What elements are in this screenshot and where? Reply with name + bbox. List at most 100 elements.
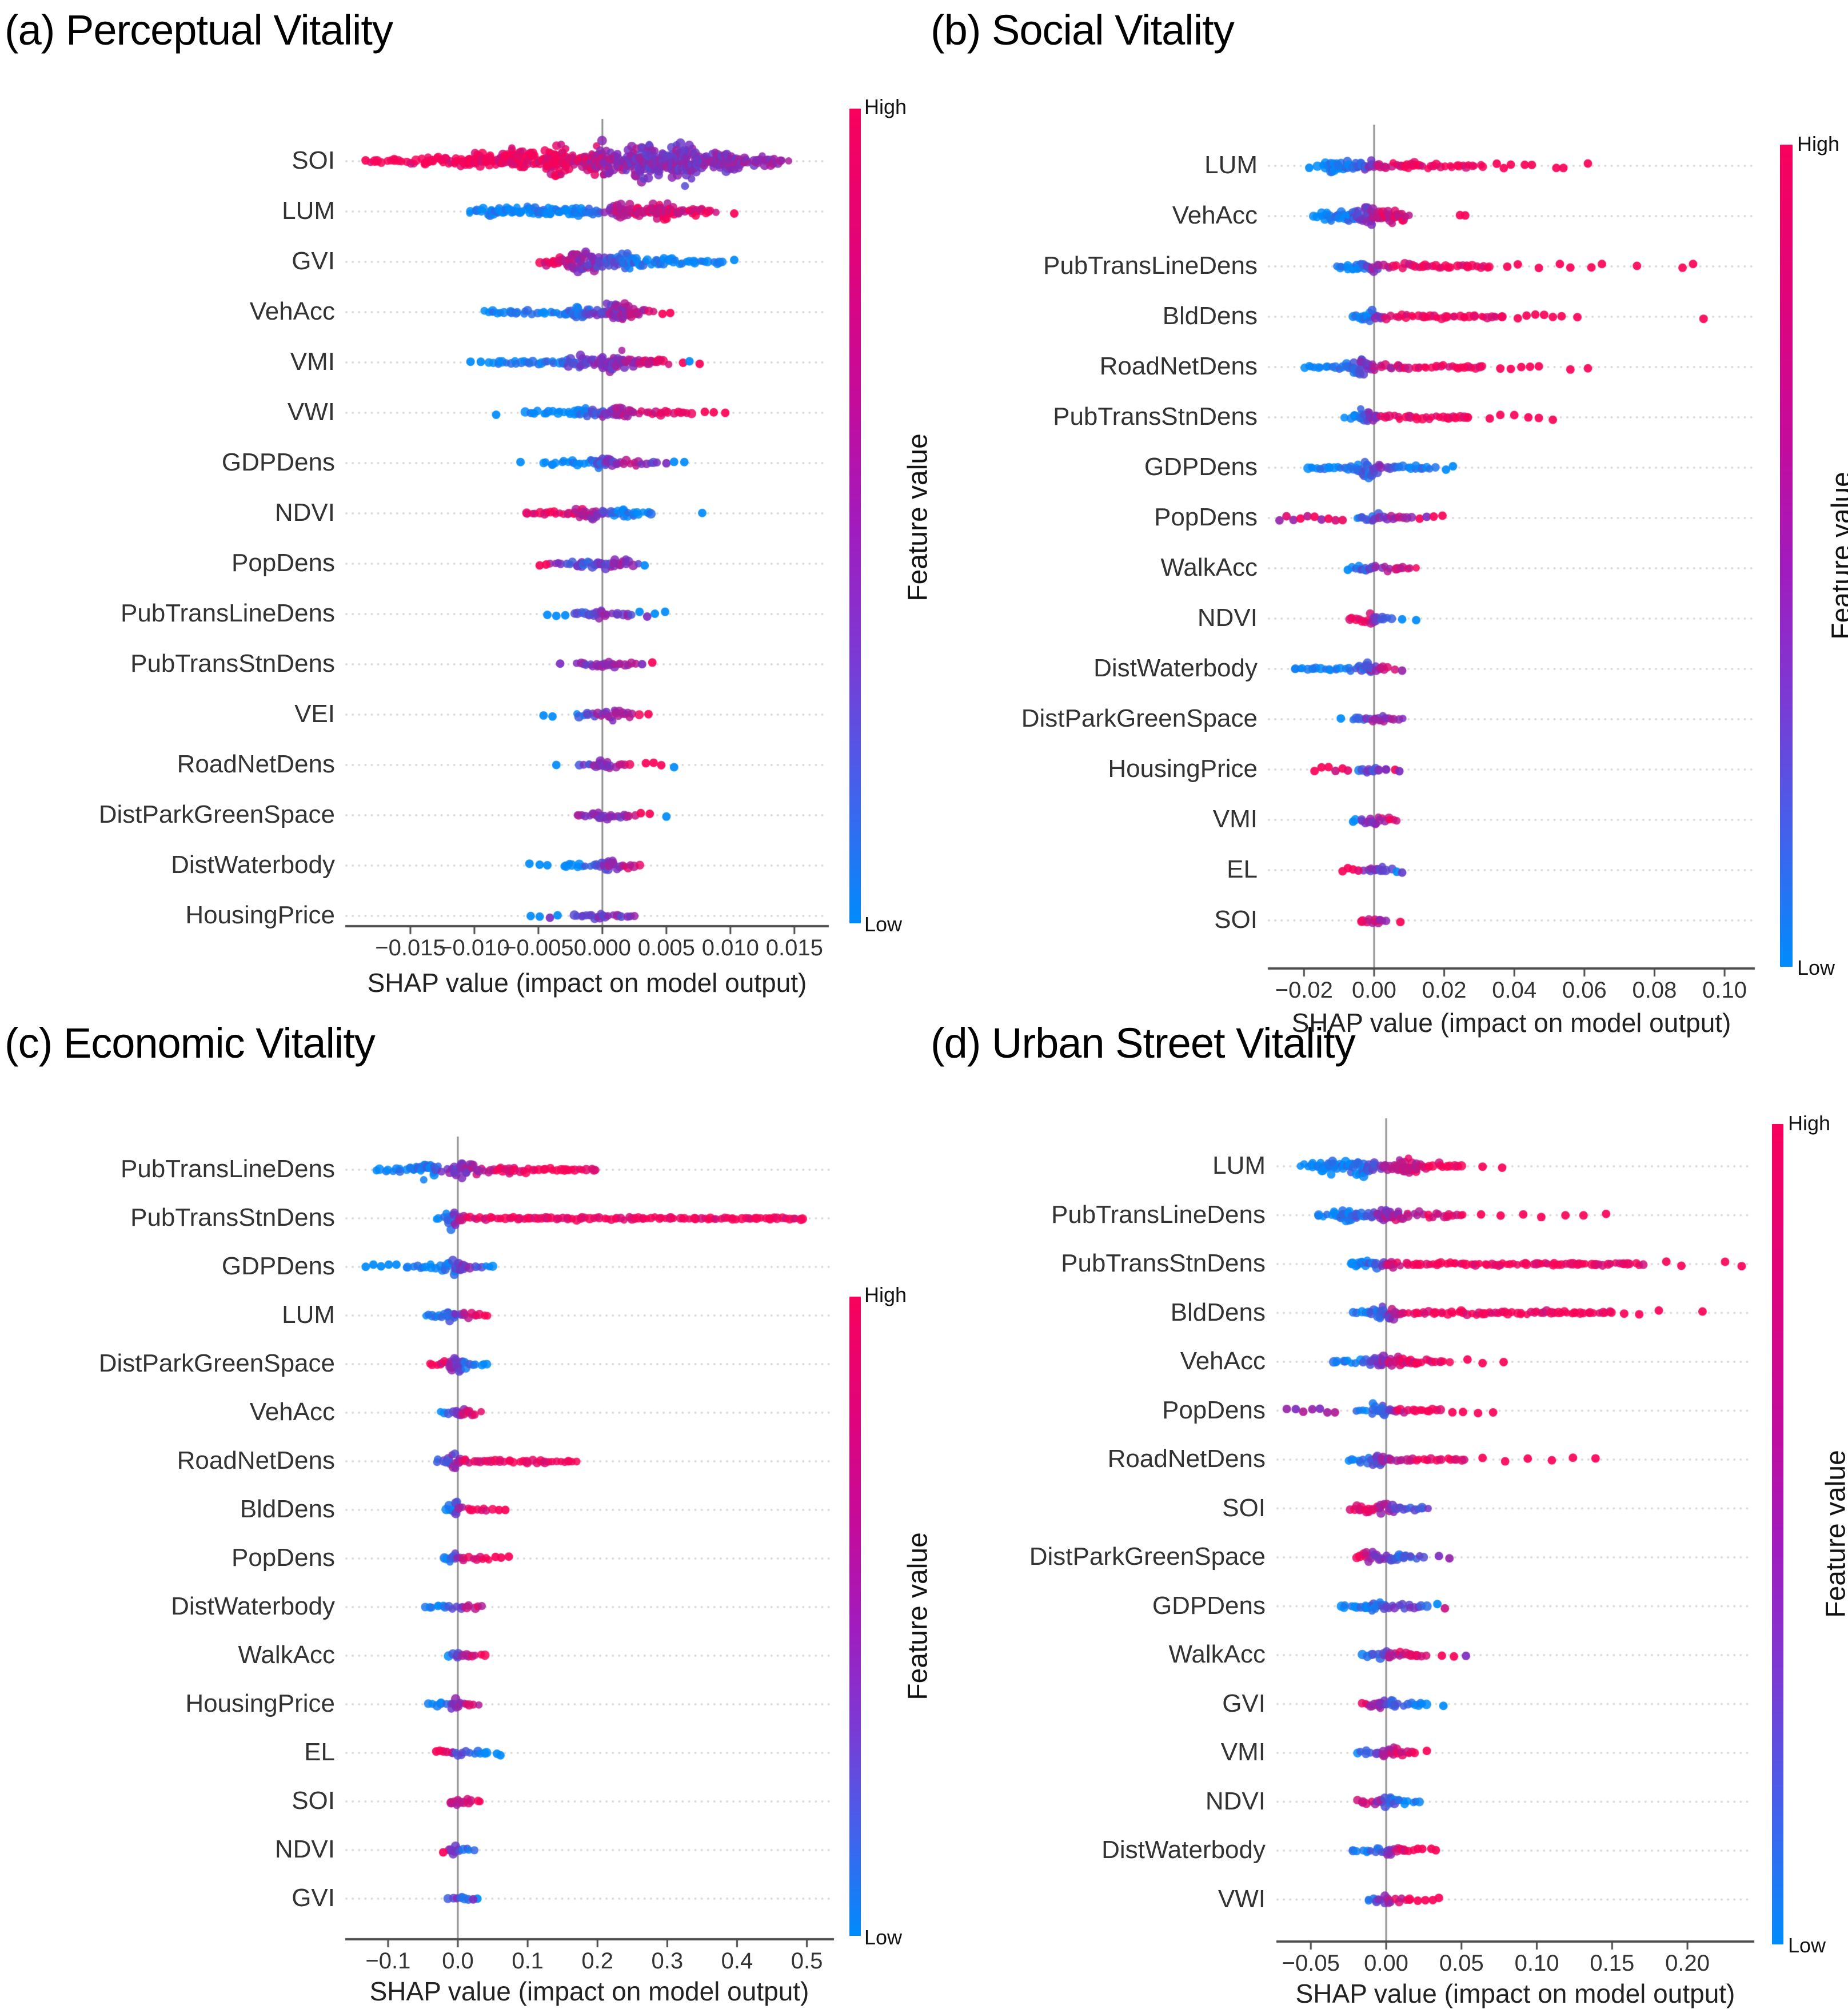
feature-label-b-VMI: VMI xyxy=(1213,805,1258,834)
feature-label-d-DistParkGreenSpace: DistParkGreenSpace xyxy=(1029,1542,1266,1571)
feature-label-b-BldDens: BldDens xyxy=(1163,302,1258,330)
feature-label-d-VMI: VMI xyxy=(1221,1738,1266,1767)
feature-label-b-PubTransStnDens: PubTransStnDens xyxy=(1053,402,1258,431)
feature-label-d-DistWaterbody: DistWaterbody xyxy=(1101,1836,1266,1864)
feature-label-c-EL: EL xyxy=(304,1738,335,1767)
feature-label-c-DistWaterbody: DistWaterbody xyxy=(171,1592,335,1621)
feature-label-c-NDVI: NDVI xyxy=(275,1835,335,1864)
feature-label-c-BldDens: BldDens xyxy=(240,1495,335,1524)
x-tick-label-c-2: 0.1 xyxy=(512,1948,544,1974)
feature-label-a-DistWaterbody: DistWaterbody xyxy=(171,851,335,879)
feature-label-a-RoadNetDens: RoadNetDens xyxy=(177,750,335,779)
x-tick-label-a-4: 0.005 xyxy=(638,935,695,961)
x-tick-label-d-0: −0.05 xyxy=(1282,1951,1340,1976)
x-tick-label-a-0: −0.015 xyxy=(375,935,445,961)
feature-label-b-LUM: LUM xyxy=(1204,151,1258,180)
feature-label-a-VWI: VWI xyxy=(288,398,335,426)
x-tick-label-d-1: 0.00 xyxy=(1364,1951,1408,1976)
x-tick-label-a-6: 0.015 xyxy=(766,935,823,961)
feature-label-d-VehAcc: VehAcc xyxy=(1180,1347,1266,1376)
x-tick-label-a-3: 0.000 xyxy=(574,935,631,961)
feature-label-b-SOI: SOI xyxy=(1214,906,1258,934)
feature-label-c-PubTransStnDens: PubTransStnDens xyxy=(130,1203,335,1232)
x-tick-label-b-6: 0.10 xyxy=(1702,978,1747,1003)
feature-label-a-VEI: VEI xyxy=(294,700,335,728)
feature-label-c-RoadNetDens: RoadNetDens xyxy=(177,1446,335,1475)
feature-label-c-HousingPrice: HousingPrice xyxy=(185,1689,335,1718)
colorbar-c-title: Feature value xyxy=(903,1532,934,1700)
x-tick-label-b-4: 0.06 xyxy=(1562,978,1607,1003)
feature-label-a-PubTransStnDens: PubTransStnDens xyxy=(130,649,335,678)
feature-label-b-DistWaterbody: DistWaterbody xyxy=(1093,654,1258,683)
colorbar-d-title: Feature value xyxy=(1821,1450,1848,1618)
panel-d-xaxis-label: SHAP value (impact on model output) xyxy=(1296,1978,1735,2009)
x-tick-label-c-4: 0.3 xyxy=(652,1948,684,1974)
feature-label-b-PopDens: PopDens xyxy=(1154,503,1258,532)
x-tick-label-c-5: 0.4 xyxy=(721,1948,753,1974)
colorbar-a-high-label: High xyxy=(864,95,907,119)
x-tick-label-d-4: 0.15 xyxy=(1590,1951,1634,1976)
feature-label-b-WalkAcc: WalkAcc xyxy=(1161,553,1258,582)
feature-label-c-PopDens: PopDens xyxy=(232,1544,335,1572)
feature-label-d-RoadNetDens: RoadNetDens xyxy=(1108,1445,1266,1473)
x-tick-label-a-2: −0.005 xyxy=(503,935,573,961)
x-tick-label-d-2: 0.05 xyxy=(1439,1951,1484,1976)
x-tick-label-c-6: 0.5 xyxy=(791,1948,823,1974)
feature-label-b-GDPDens: GDPDens xyxy=(1144,453,1258,481)
feature-label-d-VWI: VWI xyxy=(1218,1885,1266,1914)
colorbar-b-high-label: High xyxy=(1797,132,1839,156)
x-tick-label-d-5: 0.20 xyxy=(1665,1951,1710,1976)
colorbar-d xyxy=(1772,1124,1783,1944)
x-tick-label-d-3: 0.10 xyxy=(1515,1951,1559,1976)
feature-label-b-VehAcc: VehAcc xyxy=(1172,201,1258,230)
x-tick-label-c-3: 0.2 xyxy=(581,1948,613,1974)
panel-a-xaxis-label: SHAP value (impact on model output) xyxy=(368,967,807,998)
feature-label-a-DistParkGreenSpace: DistParkGreenSpace xyxy=(99,800,335,829)
feature-label-c-WalkAcc: WalkAcc xyxy=(238,1641,336,1669)
feature-label-d-GDPDens: GDPDens xyxy=(1152,1592,1266,1620)
feature-label-a-PubTransLineDens: PubTransLineDens xyxy=(121,599,335,628)
x-tick-label-b-5: 0.08 xyxy=(1633,978,1677,1003)
feature-label-c-DistParkGreenSpace: DistParkGreenSpace xyxy=(99,1349,335,1378)
feature-label-d-PopDens: PopDens xyxy=(1162,1396,1266,1425)
feature-label-b-NDVI: NDVI xyxy=(1198,604,1258,632)
x-tick-label-b-1: 0.00 xyxy=(1352,978,1396,1003)
feature-label-c-SOI: SOI xyxy=(292,1787,335,1815)
colorbar-a xyxy=(849,109,861,923)
feature-label-b-DistParkGreenSpace: DistParkGreenSpace xyxy=(1021,704,1258,733)
colorbar-d-high-label: High xyxy=(1788,1111,1830,1135)
colorbar-c-high-label: High xyxy=(864,1283,907,1307)
colorbar-b-low-label: Low xyxy=(1797,956,1835,980)
feature-label-a-SOI: SOI xyxy=(292,146,335,175)
feature-label-a-HousingPrice: HousingPrice xyxy=(185,901,335,930)
x-tick-label-b-0: −0.02 xyxy=(1275,978,1333,1003)
feature-label-d-PubTransStnDens: PubTransStnDens xyxy=(1061,1249,1266,1278)
feature-label-a-VMI: VMI xyxy=(290,348,335,376)
panel-a-title: (a) Perceptual Vitality xyxy=(5,6,393,54)
colorbar-b xyxy=(1780,145,1793,967)
feature-label-b-RoadNetDens: RoadNetDens xyxy=(1100,352,1258,381)
feature-label-c-LUM: LUM xyxy=(282,1301,335,1329)
feature-label-d-NDVI: NDVI xyxy=(1206,1787,1266,1816)
x-tick-label-c-0: −0.1 xyxy=(365,1948,410,1974)
x-tick-label-a-5: 0.010 xyxy=(702,935,759,961)
panel-b-title: (b) Social Vitality xyxy=(931,6,1234,54)
feature-label-d-LUM: LUM xyxy=(1212,1151,1266,1180)
x-tick-label-a-1: −0.010 xyxy=(439,935,509,961)
colorbar-a-title: Feature value xyxy=(903,433,934,601)
feature-label-c-VehAcc: VehAcc xyxy=(250,1398,335,1426)
feature-label-a-VehAcc: VehAcc xyxy=(250,297,335,326)
feature-label-a-GDPDens: GDPDens xyxy=(222,448,335,477)
feature-label-b-HousingPrice: HousingPrice xyxy=(1108,755,1258,783)
feature-label-d-PubTransLineDens: PubTransLineDens xyxy=(1051,1201,1266,1229)
feature-label-a-PopDens: PopDens xyxy=(232,549,335,577)
feature-label-a-GVI: GVI xyxy=(292,247,335,276)
feature-label-b-EL: EL xyxy=(1227,855,1258,884)
feature-label-c-GDPDens: GDPDens xyxy=(222,1252,335,1281)
colorbar-d-low-label: Low xyxy=(1788,1934,1826,1958)
panel-b-xaxis-label: SHAP value (impact on model output) xyxy=(1292,1007,1731,1038)
x-tick-label-b-3: 0.04 xyxy=(1492,978,1536,1003)
panel-c-title: (c) Economic Vitality xyxy=(5,1019,375,1067)
colorbar-c xyxy=(849,1297,861,1936)
